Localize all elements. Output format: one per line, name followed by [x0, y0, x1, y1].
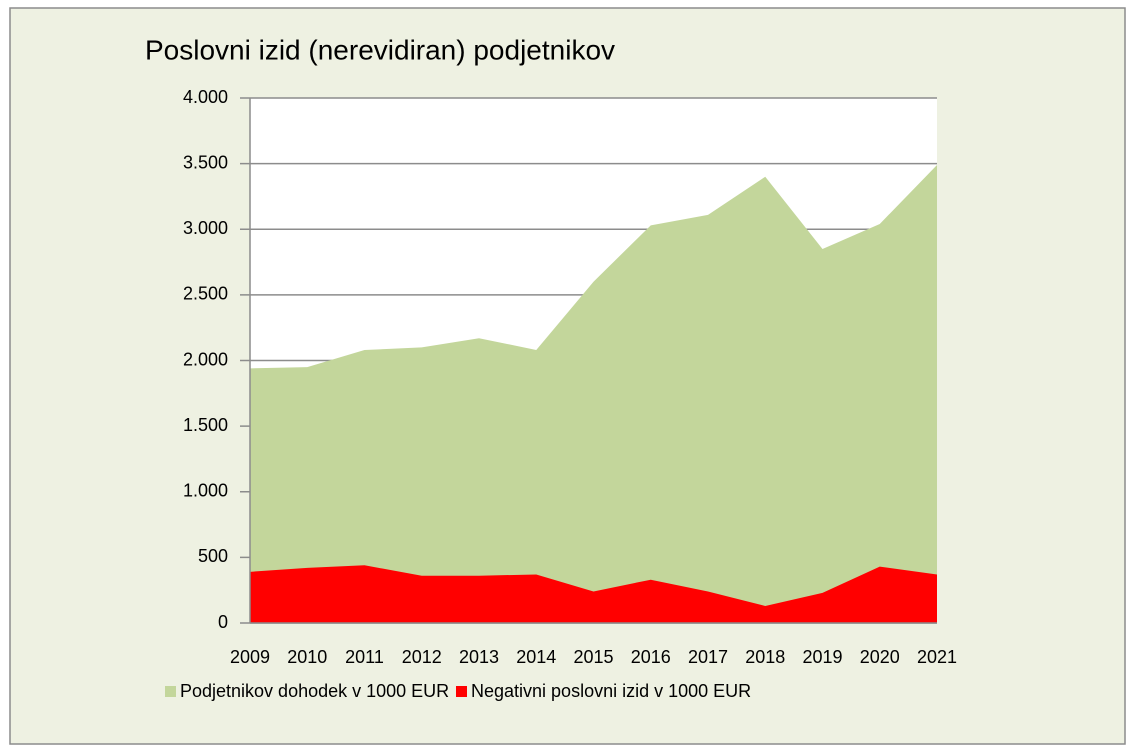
y-tick-label: 2.500 [183, 284, 228, 304]
x-tick-label: 2009 [230, 647, 270, 667]
y-tick-label: 4.000 [183, 87, 228, 107]
y-tick-label: 500 [198, 546, 228, 566]
y-tick-label: 2.000 [183, 349, 228, 369]
y-tick-label: 0 [218, 612, 228, 632]
y-tick-label: 1.500 [183, 415, 228, 435]
y-tick-label: 3.500 [183, 152, 228, 172]
chart-title: Poslovni izid (nerevidiran) podjetnikov [145, 34, 615, 65]
y-tick-label: 3.000 [183, 218, 228, 238]
x-tick-label: 2011 [345, 647, 384, 667]
x-tick-label: 2014 [516, 647, 556, 667]
y-tick-label: 1.000 [183, 481, 228, 501]
x-tick-label: 2019 [802, 647, 842, 667]
legend-label: Podjetnikov dohodek v 1000 EUR [180, 681, 449, 701]
area [250, 565, 937, 623]
x-tick-label: 2015 [573, 647, 613, 667]
legend-swatch [456, 686, 467, 697]
x-tick-label: 2013 [459, 647, 499, 667]
x-tick-label: 2018 [745, 647, 785, 667]
x-tick-label: 2012 [402, 647, 442, 667]
x-tick-label: 2010 [287, 647, 327, 667]
x-tick-label: 2021 [917, 647, 957, 667]
legend-label: Negativni poslovni izid v 1000 EUR [471, 681, 751, 701]
area [250, 164, 937, 623]
legend-swatch [165, 686, 176, 697]
x-tick-label: 2017 [688, 647, 728, 667]
x-tick-label: 2016 [631, 647, 671, 667]
x-tick-label: 2020 [860, 647, 900, 667]
